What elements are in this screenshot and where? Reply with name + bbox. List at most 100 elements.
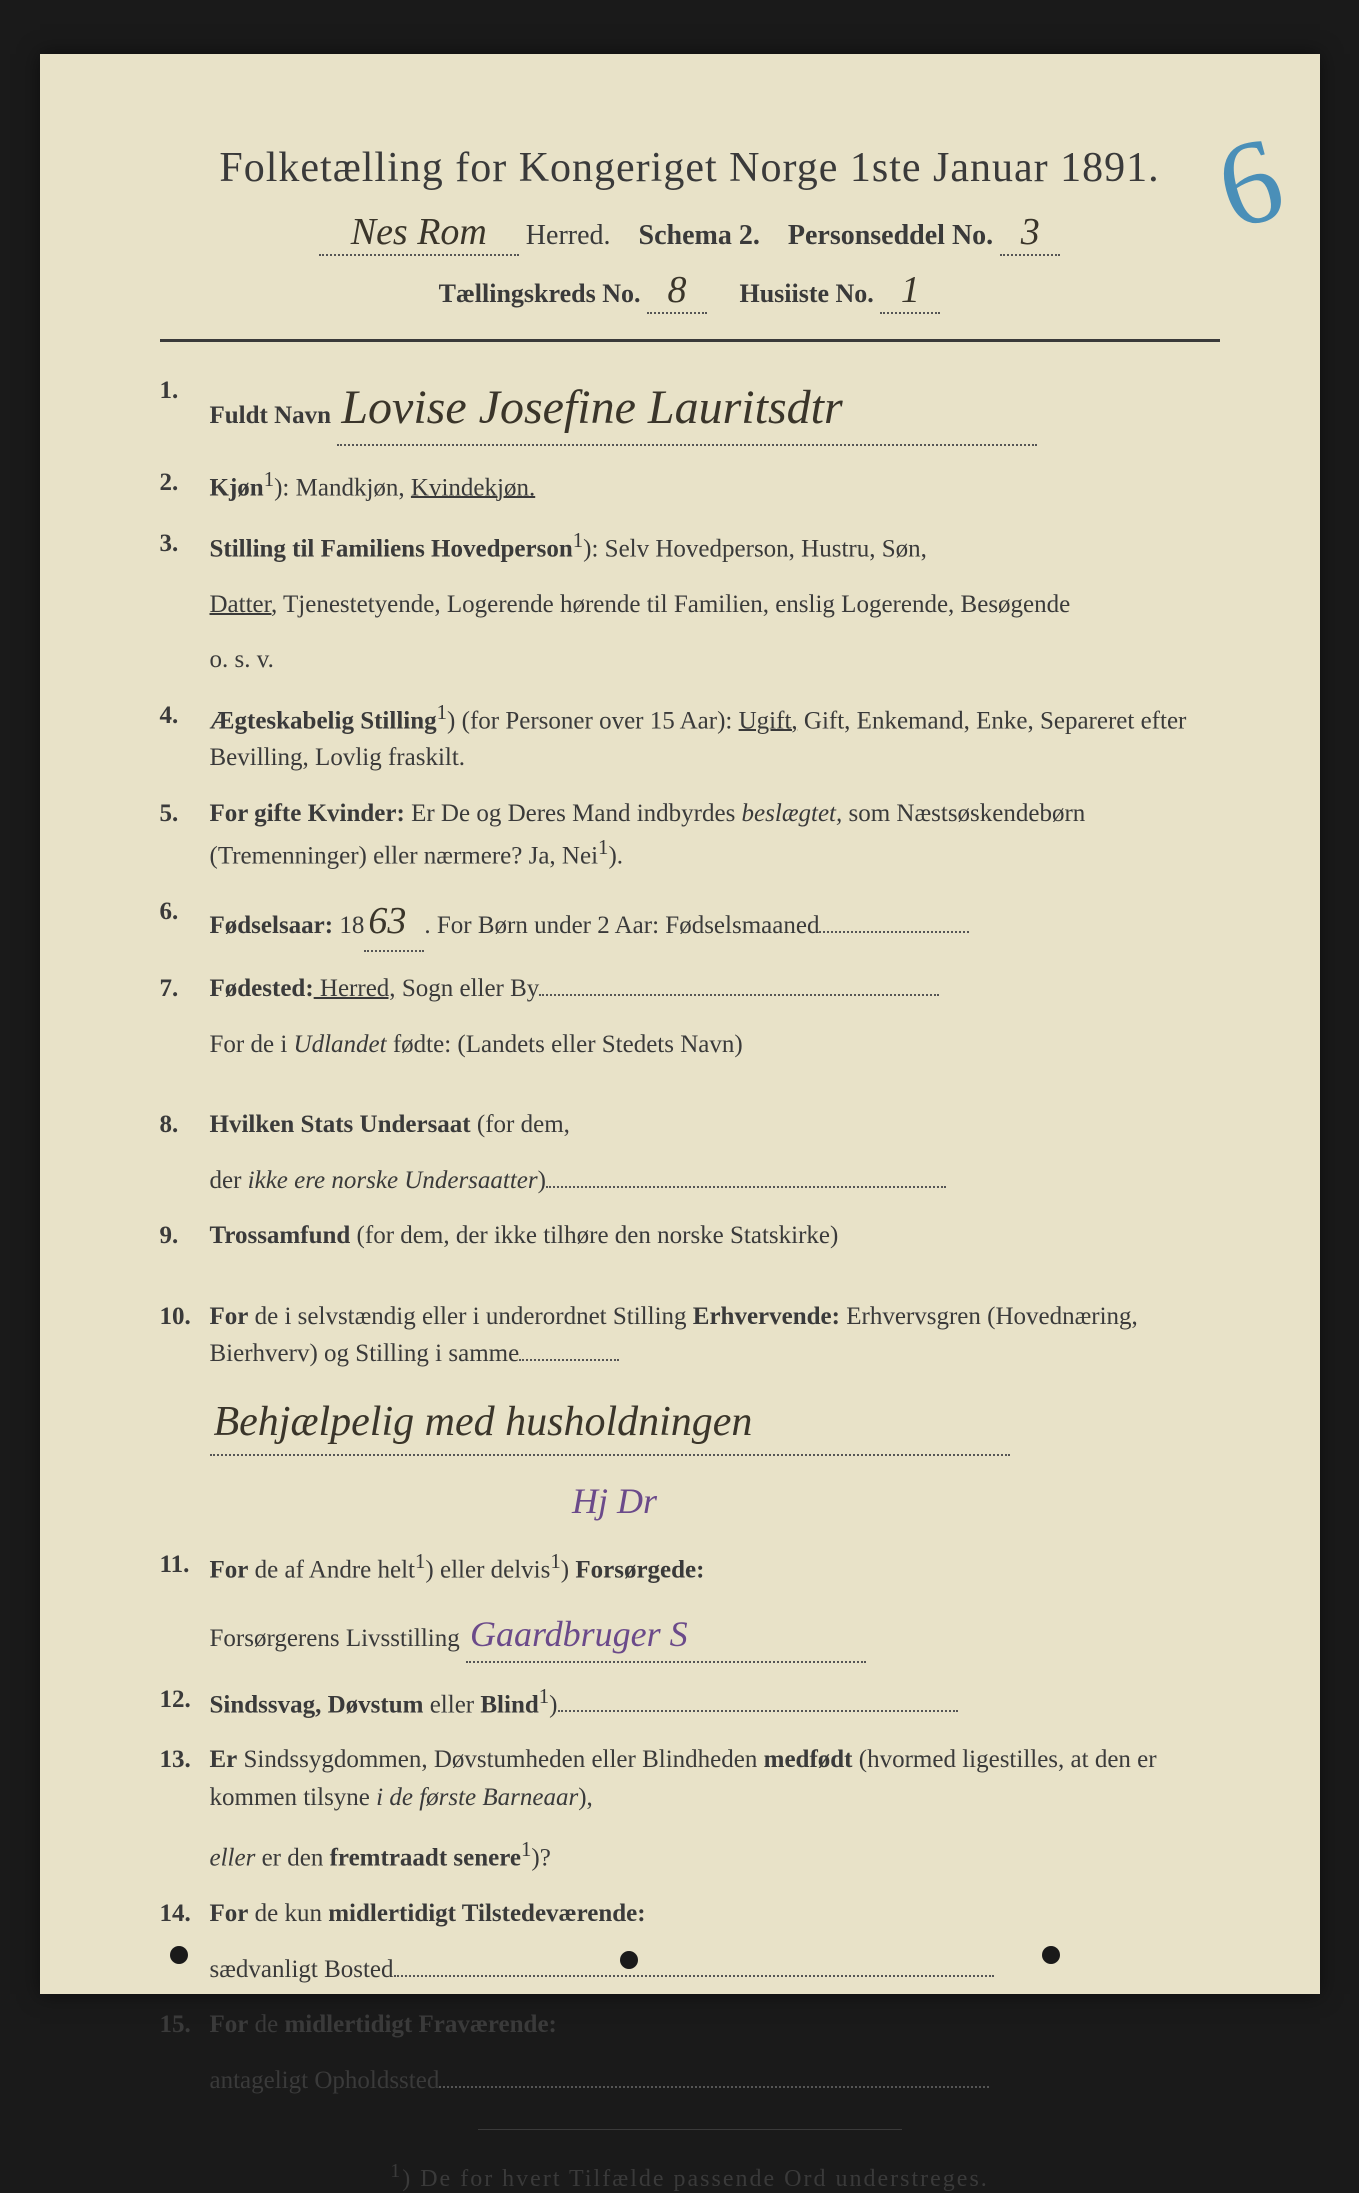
field-3-cont2: o. s. v. <box>160 641 1220 679</box>
punch-hole <box>1042 1946 1060 1964</box>
field-text: ) <box>561 1556 576 1583</box>
header-subtitle-2: Tællingskreds No. 8 Husiiste No. 1 <box>160 268 1220 314</box>
header-subtitle-1: Nes Rom Herred. Schema 2. Personseddel N… <box>160 210 1220 256</box>
field-text: Sogn eller By <box>396 975 540 1002</box>
field-num: 4. <box>160 697 210 777</box>
schema-label: Schema 2. <box>639 220 760 251</box>
field-11-cont: Forsørgerens Livsstilling Gaardbruger S <box>160 1607 1220 1663</box>
field-label: Ægteskabelig Stilling <box>210 707 437 734</box>
field-text: er den <box>255 1845 329 1872</box>
year-prefix: 18 <box>333 912 364 939</box>
field-10-value: Behjælpelig med husholdningen <box>160 1391 1220 1456</box>
personseddel-value: 3 <box>1000 210 1060 256</box>
field-1-name: 1. Fuldt Navn Lovise Josefine Lauritsdtr <box>160 372 1220 446</box>
punch-hole <box>170 1946 188 1964</box>
field-text: . For Børn under 2 Aar: Fødselsmaaned <box>424 912 819 939</box>
field-text: der <box>210 1167 248 1194</box>
field-4-marital: 4. Ægteskabelig Stilling1) (for Personer… <box>160 697 1220 777</box>
field-label: Fuldt Navn <box>210 402 332 429</box>
field-num: 11. <box>160 1546 210 1589</box>
field-text: (for dem, der ikke tilhøre den norske St… <box>350 1222 838 1249</box>
field-num: 2. <box>160 464 210 507</box>
field-label: Kjøn <box>210 474 264 501</box>
footnote-ref: 1 <box>521 1837 531 1861</box>
field-num: 5. <box>160 795 210 875</box>
field-num: 1. <box>160 372 210 446</box>
footnote-text: ) De for hvert Tilfælde passende Ord und… <box>402 2166 989 2192</box>
field-num: 13. <box>160 1741 210 1816</box>
occupation-value: Behjælpelig med husholdningen <box>210 1391 1010 1456</box>
field-label: For <box>210 1900 249 1927</box>
field-label: For <box>210 1556 249 1583</box>
occupation-blank <box>519 1359 619 1361</box>
footnote-ref: 1 <box>598 835 608 859</box>
field-italic: ikke ere norske Undersaatter <box>248 1167 538 1194</box>
field-15-cont: antageligt Opholdssted <box>160 2062 1220 2100</box>
field-10-occupation: 10. For de i selvstændig eller i underor… <box>160 1298 1220 1373</box>
field-text: ) <box>538 1167 546 1194</box>
field-12-disability: 12. Sindssvag, Døvstum eller Blind1) <box>160 1681 1220 1724</box>
field-italic: beslægtet, <box>742 800 843 827</box>
field-text: (for dem, <box>471 1111 570 1138</box>
field-text: For de i <box>210 1031 294 1058</box>
field-num: 9. <box>160 1217 210 1255</box>
birthyear-value: 63 <box>364 893 424 952</box>
footnote-ref: 1 <box>437 700 447 724</box>
field-5-married-women: 5. For gifte Kvinder: Er De og Deres Man… <box>160 795 1220 875</box>
field-9-religion: 9. Trossamfund (for dem, der ikke tilhør… <box>160 1217 1220 1255</box>
field-num: 7. <box>160 970 210 1008</box>
field-2-sex: 2. Kjøn1): Mandkjøn, Kvindekjøn. <box>160 464 1220 507</box>
marital-selected: Ugift, <box>739 707 798 734</box>
field-text: eller <box>423 1691 480 1718</box>
field-11-supported: 11. For de af Andre helt1) eller delvis1… <box>160 1546 1220 1589</box>
supporter-value: Gaardbruger S <box>466 1607 866 1663</box>
field-bold: fremtraadt senere <box>330 1845 521 1872</box>
census-form: 6 Folketælling for Kongeriget Norge 1ste… <box>40 54 1320 1994</box>
husliste-label: Husiiste No. <box>739 279 873 308</box>
field-text: ): Selv Hovedperson, Hustru, Søn, <box>583 535 927 562</box>
taellingskreds-label: Tællingskreds No. <box>439 279 641 308</box>
field-14-cont: sædvanligt Bosted <box>160 1951 1220 1989</box>
residence-blank <box>394 1975 994 1977</box>
field-3-position: 3. Stilling til Familiens Hovedperson1):… <box>160 525 1220 568</box>
field-text: ). <box>608 843 623 870</box>
position-selected: Datter, <box>210 591 278 618</box>
field-bold: midlertidigt Tilstedeværende: <box>328 1900 645 1927</box>
birthmonth-blank <box>819 931 969 933</box>
birthplace-selected: Herred, <box>314 975 396 1002</box>
field-label: Stilling til Familiens Hovedperson <box>210 535 573 562</box>
field-label: Sindssvag, Døvstum <box>210 1691 424 1718</box>
name-value: Lovise Josefine Lauritsdtr <box>337 372 1037 446</box>
birthplace-blank <box>539 994 939 996</box>
field-label: For gifte Kvinder: <box>210 800 405 827</box>
field-text: )? <box>531 1845 550 1872</box>
field-13-disability-origin: 13. Er Sindssygdommen, Døvstumheden elle… <box>160 1741 1220 1816</box>
field-bold: Blind <box>480 1691 538 1718</box>
footnote-marker: 1 <box>390 2160 402 2182</box>
field-label: Er <box>210 1746 238 1773</box>
footnote-ref: 1 <box>573 528 583 552</box>
field-label: For <box>210 1303 249 1330</box>
field-15-temporary-absent: 15. For de midlertidigt Fraværende: <box>160 2006 1220 2044</box>
field-text: de i selvstændig eller i underordnet Sti… <box>248 1303 692 1330</box>
footnote: 1) De for hvert Tilfælde passende Ord un… <box>160 2160 1220 2193</box>
husliste-value: 1 <box>880 268 940 314</box>
field-italic: i de første Barneaar <box>376 1784 578 1811</box>
field-text: ) eller delvis <box>425 1556 550 1583</box>
field-text: sædvanligt Bosted <box>210 1956 394 1983</box>
field-6-birthyear: 6. Fødselsaar: 1863. For Børn under 2 Aa… <box>160 893 1220 952</box>
field-10-annotation: Hj Dr <box>160 1474 1220 1528</box>
sex-selected: Kvindekjøn. <box>411 474 535 501</box>
field-text: ) (for Personer over 15 Aar): <box>447 707 739 734</box>
field-text: ), <box>578 1784 593 1811</box>
field-num: 8. <box>160 1106 210 1144</box>
herred-value: Nes Rom <box>319 210 519 256</box>
field-num: 10. <box>160 1298 210 1373</box>
disability-blank <box>558 1710 958 1712</box>
field-num: 6. <box>160 893 210 952</box>
field-label: Fødselsaar: <box>210 912 334 939</box>
field-text: de af Andre helt <box>248 1556 415 1583</box>
field-14-temporary-present: 14. For de kun midlertidigt Tilstedevære… <box>160 1895 1220 1933</box>
field-7-birthplace: 7. Fødested: Herred, Sogn eller By <box>160 970 1220 1008</box>
herred-label: Herred. <box>526 220 611 251</box>
